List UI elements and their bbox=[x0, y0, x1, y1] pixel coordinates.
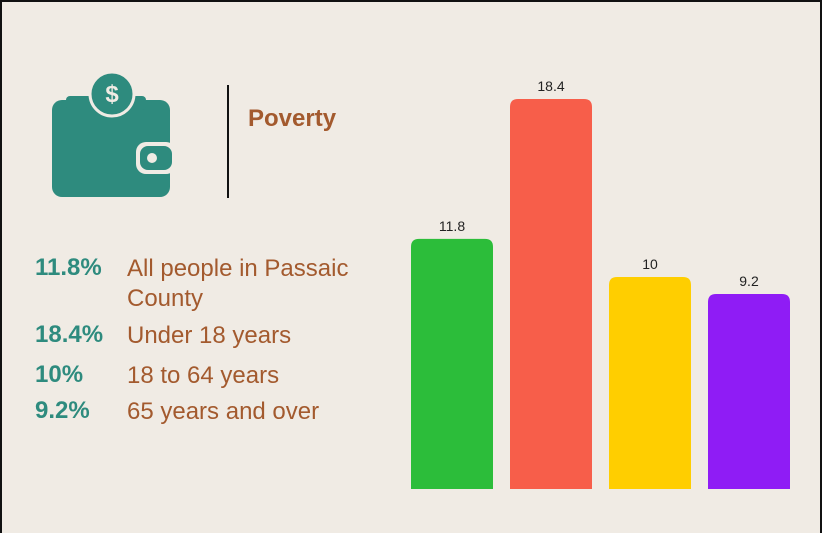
bar bbox=[411, 238, 493, 489]
stat-row: 11.8% All people in Passaic County bbox=[35, 254, 395, 314]
value-label: 9.2 bbox=[739, 273, 759, 289]
bar bbox=[708, 294, 790, 489]
stat-label: 65 years and over bbox=[127, 398, 320, 425]
stat-value: 10% bbox=[35, 361, 84, 388]
stat-value: 18.4% bbox=[35, 321, 104, 348]
stat-label: Under 18 years bbox=[127, 322, 292, 349]
bar bbox=[609, 277, 691, 489]
wallet-icon: $ bbox=[52, 70, 176, 197]
stat-value: 9.2% bbox=[35, 397, 90, 424]
value-label: 10 bbox=[642, 256, 658, 272]
stat-label: All people in Passaic County bbox=[127, 255, 349, 312]
value-label: 11.8 bbox=[439, 218, 465, 234]
bar bbox=[510, 99, 592, 489]
svg-text:$: $ bbox=[105, 81, 119, 108]
stat-value: 11.8% bbox=[35, 254, 102, 281]
stat-row: 18.4% Under 18 years bbox=[35, 321, 395, 351]
stat-label: 18 to 64 years bbox=[127, 362, 280, 389]
title: Poverty bbox=[248, 105, 337, 132]
stat-row: 10% 18 to 64 years bbox=[35, 361, 395, 391]
value-label: 18.4 bbox=[537, 78, 564, 94]
stat-row: 9.2% 65 years and over bbox=[35, 397, 395, 427]
